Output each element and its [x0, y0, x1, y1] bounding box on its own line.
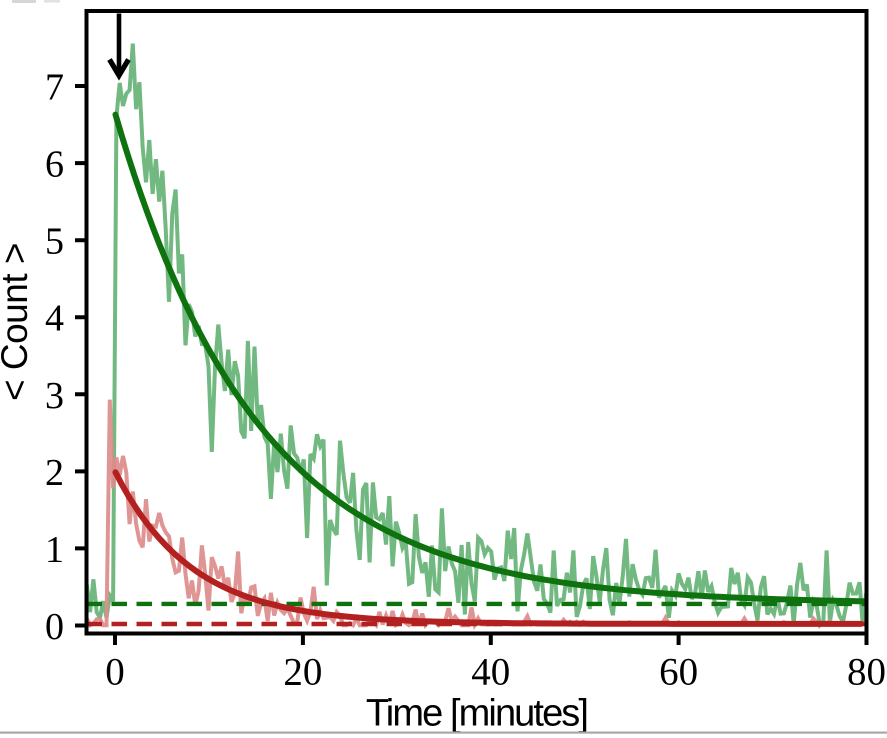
svg-text:20: 20	[283, 651, 322, 694]
svg-text:60: 60	[659, 651, 698, 694]
svg-text:< Count >: < Count >	[0, 243, 35, 401]
svg-text:3: 3	[45, 375, 64, 417]
svg-text:7: 7	[45, 67, 64, 109]
svg-text:Time [minutes]: Time [minutes]	[366, 693, 587, 735]
svg-text:80: 80	[847, 651, 886, 694]
svg-text:0: 0	[105, 651, 125, 694]
svg-text:0: 0	[45, 606, 64, 648]
svg-text:6: 6	[45, 144, 64, 186]
svg-text:1: 1	[45, 529, 64, 571]
svg-text:40: 40	[471, 651, 510, 694]
svg-text:5: 5	[45, 221, 64, 263]
svg-text:4: 4	[45, 298, 64, 340]
svg-text:2: 2	[45, 452, 64, 494]
